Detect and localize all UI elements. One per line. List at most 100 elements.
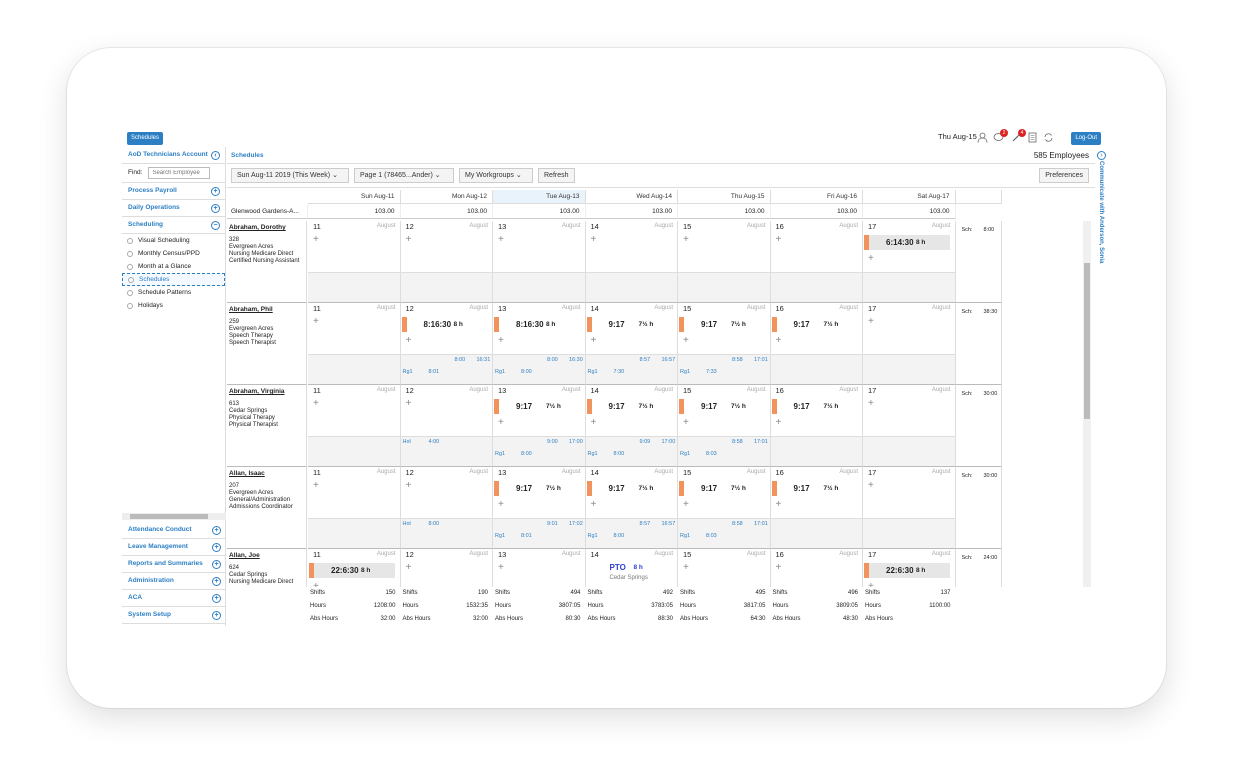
add-shift-icon[interactable]: + [313,316,319,327]
notifications-icon[interactable]: 4 [1011,129,1026,143]
menu-leave-management[interactable]: Leave Management + [122,539,226,556]
sidebar-hscroll[interactable] [122,513,226,520]
add-shift-icon[interactable]: + [683,234,689,245]
day-cell[interactable]: 16 August 9:17 7½ h + [770,303,863,385]
menu-aca[interactable]: ACA + [122,590,226,607]
sidebar-item-monthly-census-ppd[interactable]: Monthly Census/PPD [122,247,225,260]
add-shift-icon[interactable]: + [868,253,874,264]
scroll-thumb[interactable] [130,514,208,519]
expand-icon[interactable]: − [211,221,220,230]
day-cell[interactable]: 16 August 9:17 7½ h + [770,467,863,549]
vertical-scrollbar[interactable] [1083,221,1091,587]
add-shift-icon[interactable]: + [683,562,689,573]
add-shift-icon[interactable]: + [590,335,597,346]
sidebar-item-visual-scheduling[interactable]: Visual Scheduling [122,234,225,247]
day-cell[interactable]: 15 August + [678,549,771,587]
sidebar-item-month-at-a-glance[interactable]: Month at a Glance [122,260,225,273]
day-cell[interactable]: 13 August + [493,549,586,587]
add-shift-icon[interactable]: + [775,335,782,346]
menu-scheduling[interactable]: Scheduling − [122,217,225,234]
day-cell[interactable]: 17 August 22:6:30 8 h + [863,549,956,587]
add-shift-icon[interactable]: + [683,417,689,428]
employee-name[interactable]: Abraham, Phil [229,306,273,313]
shift-block[interactable]: 9:17 7½ h [771,399,858,414]
week-select[interactable]: Sun Aug-11 2019 (This Week) ⌄ [231,168,349,183]
add-shift-icon[interactable]: + [775,417,782,428]
refresh-button[interactable]: Refresh [538,168,575,183]
day-cell[interactable]: 16 August 9:17 7½ h + [770,385,863,467]
day-cell[interactable]: 17 August 6:14:30 8 h + [863,221,956,303]
expand-icon[interactable]: + [212,543,221,552]
add-shift-icon[interactable]: + [683,335,689,346]
day-cell[interactable]: 17 August + [863,385,956,467]
shift-block[interactable]: 8:16:30 8 h [401,317,488,332]
add-shift-icon[interactable]: + [405,562,412,573]
day-cell[interactable]: 16 August + [770,221,863,303]
add-shift-icon[interactable]: + [590,417,597,428]
day-cell[interactable]: 11 August + [308,303,401,385]
add-shift-icon[interactable]: + [313,581,319,587]
expand-icon[interactable]: + [212,526,221,535]
shift-block[interactable]: 9:17 7½ h [679,399,765,414]
add-shift-icon[interactable]: + [313,398,319,409]
day-cell[interactable]: 15 August 9:17 7½ h +8:58 17:01 Rg1 7:33 [678,303,771,385]
day-cell[interactable]: 11 August + [308,221,401,303]
add-shift-icon[interactable]: + [313,480,319,491]
add-shift-icon[interactable]: + [868,398,874,409]
expand-icon[interactable]: + [212,594,221,603]
day-cell[interactable]: 17 August + [863,467,956,549]
employee-name[interactable]: Abraham, Dorothy [229,224,286,231]
day-header[interactable]: Wed Aug-14 [585,190,678,204]
day-cell[interactable]: 14 August 9:17 7½ h +8:57 16:57 Rg1 8:00 [585,467,678,549]
user-icon[interactable] [977,132,988,143]
add-shift-icon[interactable]: + [498,562,504,573]
expand-icon[interactable]: + [212,611,221,620]
day-cell[interactable]: 13 August 9:17 7½ h +9:01 17:02 Rg1 8:01 [493,467,586,549]
day-cell[interactable]: 12 August + [400,549,493,587]
day-cell[interactable]: 11 August 22:6:30 8 h + [308,549,401,587]
shift-block[interactable]: 9:17 7½ h [586,317,673,332]
communicate-link[interactable]: Communicate with Anderson, Sonia [1097,161,1104,264]
expand-icon[interactable]: + [211,204,220,213]
add-shift-icon[interactable]: + [405,398,412,409]
day-cell[interactable]: 14 August 9:17 7½ h +8:57 16:57 Rg1 7:30 [585,303,678,385]
breadcrumb[interactable]: Schedules [231,152,264,159]
menu-daily-operations[interactable]: Daily Operations + [122,200,225,217]
search-employee-input[interactable] [148,167,211,179]
day-cell[interactable]: 15 August 9:17 7½ h +8:58 17:01 Rg1 8:03 [678,467,771,549]
sidebar-item-holidays[interactable]: Holidays [122,299,225,312]
shift-block[interactable]: 22:6:30 8 h [864,563,950,578]
day-header[interactable]: Tue Aug-13 [493,190,586,204]
expand-icon[interactable]: › [1097,151,1106,160]
add-shift-icon[interactable]: + [313,234,319,245]
day-cell[interactable]: 12 August + Hol 8:00 [400,467,493,549]
menu-administration[interactable]: Administration + [122,573,226,590]
menu-process-payroll[interactable]: Process Payroll + [122,183,225,200]
expand-icon[interactable]: + [212,577,221,586]
menu-attendance-conduct[interactable]: Attendance Conduct + [122,522,226,539]
add-shift-icon[interactable]: + [590,499,597,510]
add-shift-icon[interactable]: + [683,499,689,510]
account-header[interactable]: AoD Technicians Account ‹ [122,147,225,164]
day-cell[interactable]: 14 August 9:17 7½ h +9:09 17:00 Rg1 8:00 [585,385,678,467]
day-header[interactable]: Mon Aug-12 [400,190,493,204]
day-cell[interactable]: 14 August + [585,221,678,303]
add-shift-icon[interactable]: + [405,480,412,491]
add-shift-icon[interactable]: + [498,234,504,245]
shift-block[interactable]: 9:17 7½ h [586,399,673,414]
add-shift-icon[interactable]: + [775,562,782,573]
day-header[interactable]: Fri Aug-16 [770,190,863,204]
employee-name[interactable]: Abraham, Virginia [229,388,285,395]
day-cell[interactable]: 13 August 9:17 7½ h +9:00 17:00 Rg1 8:00 [493,385,586,467]
expand-icon[interactable]: + [211,187,220,196]
shift-block[interactable]: 22:6:30 8 h [309,563,395,578]
collapse-icon[interactable]: ‹ [211,151,220,160]
day-cell[interactable]: 15 August + [678,221,771,303]
day-cell[interactable]: 11 August + [308,385,401,467]
messages-icon[interactable]: 2 [993,129,1008,143]
day-header[interactable]: Sun Aug-11 [308,190,401,204]
day-cell[interactable]: 12 August + [400,221,493,303]
add-shift-icon[interactable]: + [775,499,782,510]
add-shift-icon[interactable]: + [498,417,504,428]
add-shift-icon[interactable]: + [590,234,597,245]
